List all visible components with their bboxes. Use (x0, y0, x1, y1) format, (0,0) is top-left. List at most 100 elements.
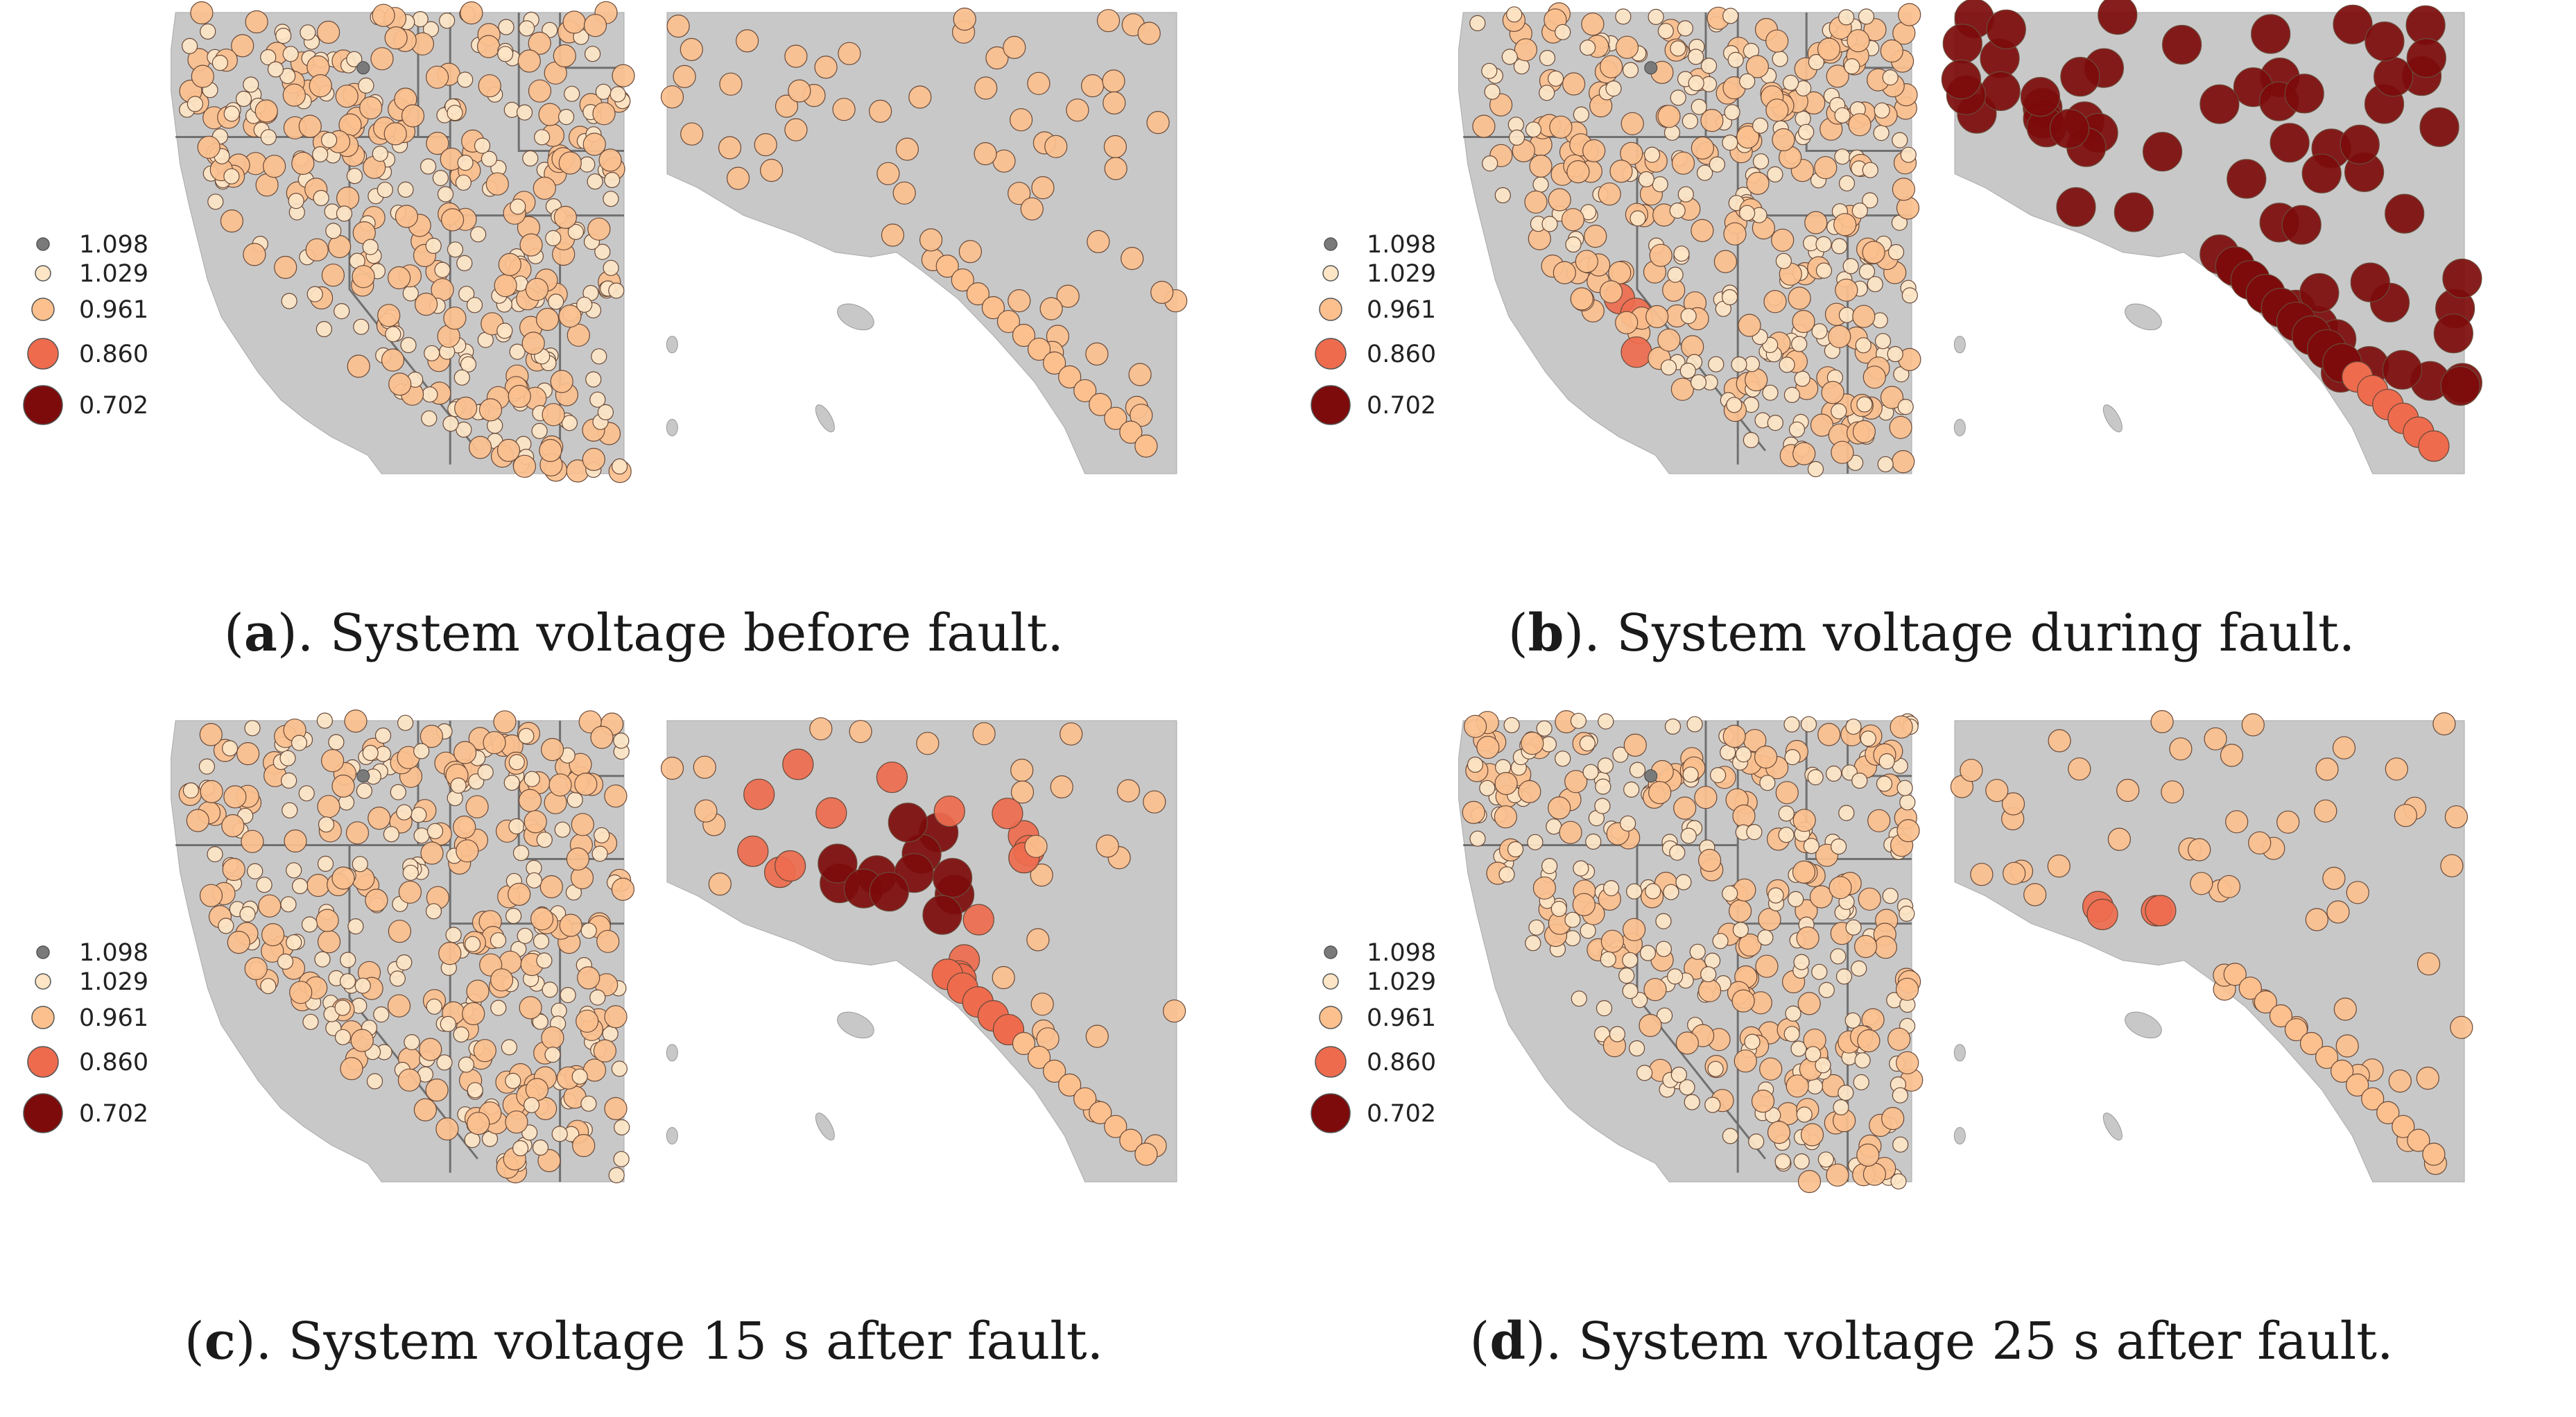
bus-marker (545, 230, 562, 246)
bus-marker (1862, 192, 1878, 209)
bus-marker (593, 1039, 617, 1063)
bus-marker (1788, 891, 1804, 907)
bus-marker (2346, 1073, 2369, 1097)
bus-marker (1629, 1040, 1645, 1057)
bus-marker (1080, 74, 1105, 98)
bus-marker (548, 773, 572, 797)
bus-marker (1862, 162, 1878, 178)
bus-marker (1012, 1031, 1036, 1056)
bus-marker (922, 895, 962, 935)
bus-marker (1862, 241, 1885, 264)
bus-marker (673, 65, 696, 89)
bus-marker (1887, 243, 1905, 261)
bus-marker (1549, 115, 1573, 139)
bus-marker (1734, 1049, 1757, 1073)
bus-marker (838, 42, 861, 65)
bus-marker (316, 712, 333, 729)
bus-marker (1009, 108, 1033, 132)
bus-marker (1541, 216, 1558, 232)
bus-marker (2416, 1066, 2439, 1090)
bus-marker (533, 933, 550, 950)
bus-marker (1887, 1027, 1911, 1051)
map-western-us (1458, 2, 1921, 478)
bus-marker (526, 872, 542, 888)
bus-marker (1831, 403, 1847, 420)
bus-marker (1852, 420, 1876, 444)
legend-label: 0.702 (1367, 1100, 1436, 1128)
bus-marker (1807, 768, 1824, 786)
bus-marker (344, 710, 368, 733)
bus-marker (182, 37, 198, 55)
bus-marker (981, 296, 1005, 320)
bus-marker (2373, 57, 2414, 97)
bus-marker (1508, 129, 1525, 146)
bus-marker (358, 77, 374, 94)
bus-marker (1985, 779, 2009, 802)
bus-marker (413, 1098, 438, 1122)
bus-marker (1162, 999, 1186, 1023)
bus-marker (1645, 304, 1669, 329)
bus-marker (1612, 746, 1629, 763)
bus-marker (1031, 176, 1055, 200)
bus-marker (1806, 1078, 1824, 1094)
bus-marker (1899, 905, 1915, 922)
bus-marker (1670, 40, 1686, 57)
bus-marker (1594, 798, 1611, 814)
bus-marker (2223, 963, 2247, 986)
bus-marker (1528, 919, 1545, 936)
bus-marker (1805, 1046, 1822, 1063)
bus-marker (1121, 247, 1144, 270)
bus-marker (498, 252, 521, 276)
bus-marker (1085, 1024, 1109, 1048)
bus-marker (496, 438, 521, 463)
bus-marker (1462, 800, 1485, 824)
bus-marker (1598, 713, 1614, 730)
bus-marker (1786, 1074, 1809, 1098)
bus-marker (353, 318, 370, 335)
bus-marker (346, 168, 363, 184)
bus-marker (306, 286, 323, 302)
bus-marker (1817, 37, 1841, 61)
bus-marker (1700, 58, 1718, 74)
bus-marker (571, 1068, 588, 1085)
bus-marker (570, 866, 594, 890)
caption-a-text: ). System voltage before fault. (277, 603, 1064, 663)
bus-marker (1746, 824, 1763, 841)
bus-marker (359, 96, 383, 120)
bus-marker (603, 259, 619, 276)
bus-marker (466, 297, 483, 314)
bus-marker (425, 65, 449, 89)
bus-marker (2315, 1045, 2339, 1070)
legend-label: 1.098 (1367, 231, 1436, 259)
bus-marker (321, 749, 345, 773)
bus-marker (1089, 1101, 1112, 1124)
bus-marker (1707, 1060, 1724, 1077)
bus-marker (350, 1029, 374, 1052)
bus-marker (557, 109, 575, 126)
bus-marker (1529, 154, 1553, 178)
bus-marker (1738, 314, 1761, 337)
bus-marker (413, 827, 430, 844)
bus-marker (1767, 166, 1783, 182)
bus-marker (1482, 155, 1498, 172)
map-southern-california (1941, 0, 2482, 474)
bus-marker (200, 780, 223, 804)
legend-swatch (35, 265, 51, 282)
bus-marker (227, 931, 250, 954)
bus-marker (814, 55, 838, 79)
bus-marker (1783, 386, 1801, 404)
bus-marker (1472, 114, 1496, 138)
bus-marker (1774, 1153, 1791, 1170)
bus-marker (1689, 943, 1706, 960)
bus-marker (1056, 284, 1080, 308)
bus-marker (1469, 830, 1486, 847)
bus-marker (1900, 146, 1917, 163)
bus-marker (1748, 1133, 1765, 1150)
legend-swatch (1311, 1093, 1351, 1133)
legend-swatch (23, 1093, 63, 1133)
bus-marker (2350, 262, 2390, 302)
legend-label: 1.098 (79, 231, 148, 259)
bus-marker (1844, 58, 1860, 75)
bus-marker (505, 1110, 528, 1134)
